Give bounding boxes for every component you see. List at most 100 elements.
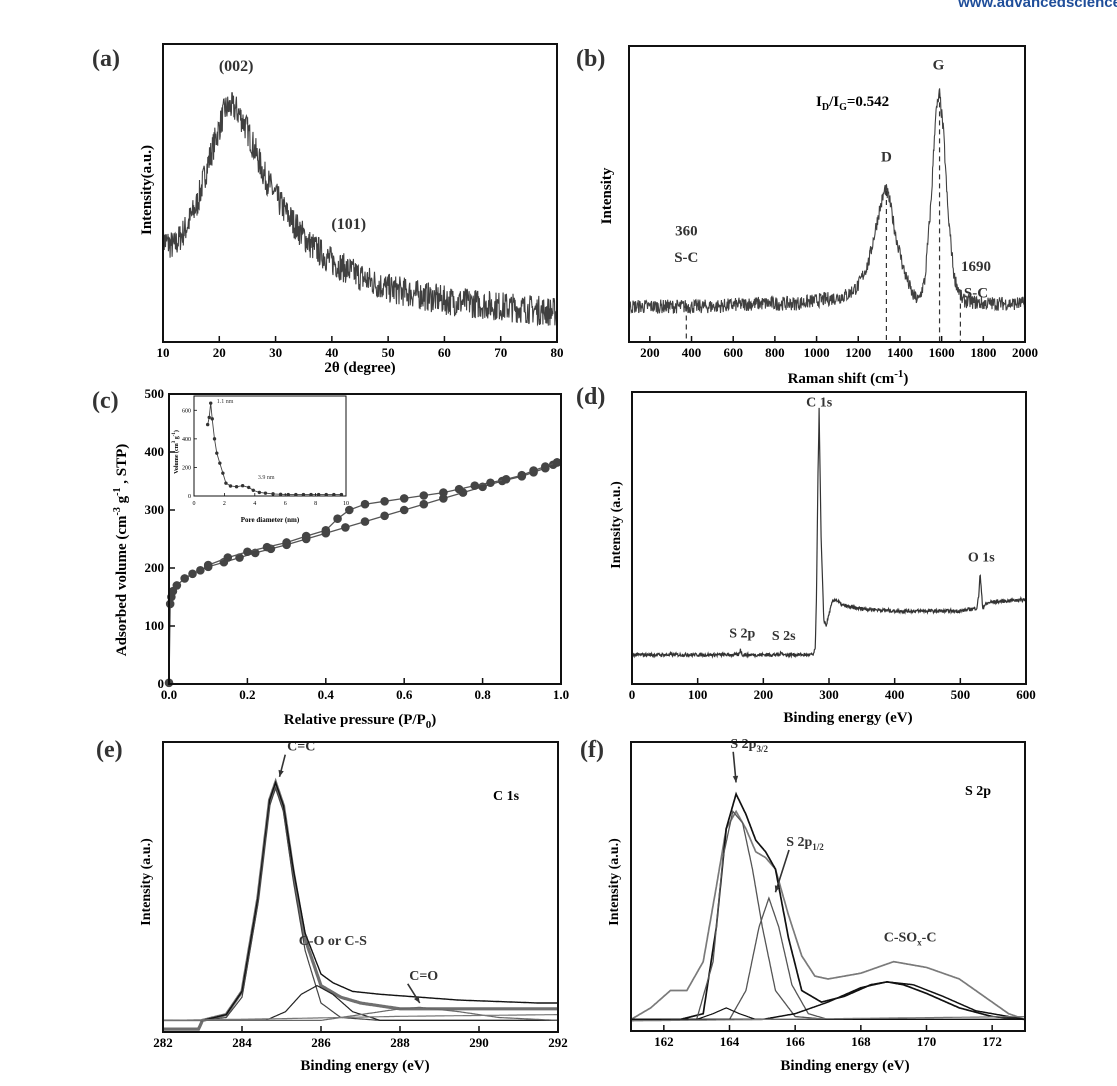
y-tick-label-c: 400 — [145, 444, 165, 459]
inset-x-tick-label: 10 — [343, 501, 349, 507]
y-axis-label-c: Adsorbed volume (cm-3 g-1 , STP) — [112, 444, 130, 657]
x-ticks-b: 200 400 600 800 1000 1200 1400 1600 1800 2000 — [640, 336, 1038, 360]
x-ticks-d: 0 100 200 300 400 500 600 — [629, 678, 1036, 702]
x-tick-label-c: 0.4 — [318, 687, 335, 702]
annotation-b: 1690 — [961, 259, 991, 275]
x-tick-label-a: 70 — [494, 345, 507, 360]
x-ticks-a: 10 20 30 40 50 60 70 80 — [157, 336, 564, 360]
y-tick-label-c: 200 — [145, 560, 165, 575]
inset-data-point — [221, 471, 225, 475]
annotation-d: C 1s — [806, 396, 833, 411]
x-tick-label-d: 200 — [754, 687, 774, 702]
data-point-c-desorption — [282, 538, 291, 547]
annotation-e: C=C — [287, 740, 315, 755]
series-line-e-background — [163, 1014, 558, 1021]
data-point-c-desorption — [243, 547, 252, 557]
data-point-c-desorption — [380, 497, 389, 506]
ratio-label: ID/IG=0.542 — [816, 94, 889, 113]
data-point-c-adsorption — [188, 569, 197, 579]
annotation-d: S 2p — [729, 626, 755, 641]
data-point-c-adsorption — [399, 505, 409, 515]
panel-label-c: (c) — [92, 388, 119, 414]
plot-frame-f — [630, 741, 1026, 1032]
x-tick-label-a: 80 — [551, 345, 564, 360]
x-ticks-f: 162 164 166 168 170 172 — [654, 1025, 1002, 1049]
data-point-c-desorption — [541, 462, 550, 471]
annotation-d: S 2s — [772, 629, 796, 644]
x-tick-label-a: 40 — [325, 345, 338, 360]
data-point-c-desorption — [517, 470, 527, 480]
plot-area-a: (002) (101) — [162, 58, 558, 327]
series-line-e-c-o — [163, 1006, 558, 1021]
x-axis-label-f: Binding energy (eV) — [780, 1058, 909, 1074]
x-tick-label-e: 290 — [469, 1035, 489, 1050]
x-tick-label-e: 284 — [232, 1035, 252, 1050]
series-line-f-minor-component — [631, 1007, 1025, 1020]
annotation-arrowhead-f — [732, 775, 739, 783]
inset-data-point — [257, 490, 262, 495]
inset-annotation: 3.9 nm — [258, 475, 275, 481]
annotation-arrowhead-e — [278, 769, 284, 777]
data-point-c-desorption — [345, 505, 354, 515]
annotation-a: (002) — [219, 58, 254, 75]
inset-data-point — [316, 492, 321, 497]
data-point-c-desorption — [486, 478, 495, 488]
inset-data-point — [207, 415, 211, 420]
inset-data-point — [205, 422, 210, 427]
x-tick-label-d: 500 — [951, 687, 971, 702]
x-tick-label-a: 20 — [213, 345, 226, 360]
panel-e: (e) C=CC-O or C-SC=O 282 284 286 288 290 292 … — [96, 737, 568, 1074]
x-tick-label-d: 600 — [1016, 687, 1036, 702]
y-tick-label-c: 300 — [145, 502, 165, 517]
y-axis-label-b: Intensity — [599, 167, 615, 224]
x-tick-label-b: 400 — [682, 345, 702, 360]
panel-f: (f) S 2p3/2 S 2p1/2 C-SOx-C 162 164 166 168 17… — [580, 737, 1026, 1074]
annotation-a: (101) — [331, 216, 366, 233]
annotation-e: C-O or C-S — [299, 934, 367, 949]
inset-data-point — [212, 437, 217, 441]
inset-y-tick-label: 400 — [182, 437, 191, 443]
inset-annotation: 1.1 nm — [217, 399, 234, 405]
x-tick-label-d: 0 — [629, 687, 636, 702]
series-line-d — [631, 407, 1027, 659]
data-point-c-adsorption — [196, 566, 205, 575]
x-axis-label-c: Relative pressure (P/P0) — [284, 712, 436, 731]
data-point-c-desorption — [203, 560, 213, 570]
series-line-f-s-2p3-2 — [631, 810, 1025, 1021]
x-tick-label-f: 168 — [851, 1034, 871, 1049]
inset-data-point — [209, 401, 213, 405]
x-ticks-e: 282 284 286 288 290 292 — [153, 1026, 568, 1050]
inset-x-axis-label: Pore diameter (nm) — [241, 516, 300, 524]
x-tick-label-b: 1400 — [887, 345, 913, 360]
data-point-c-desorption — [262, 542, 272, 552]
x-axis-label-b: Raman shift (cm-1) — [788, 368, 909, 387]
spectrum-label-e: C 1s — [493, 789, 520, 804]
y-axis-label-d: Intensity (a.u.) — [609, 481, 624, 569]
inset-data-point — [301, 492, 306, 497]
data-point-c-desorption — [301, 531, 311, 541]
data-point-c-desorption — [419, 491, 429, 500]
annotation-b: G — [933, 58, 945, 74]
x-tick-label-b: 600 — [723, 345, 743, 360]
x-tick-label-e: 288 — [390, 1035, 410, 1050]
series-line-a — [162, 92, 558, 327]
inset-y-tick-label: 0 — [188, 494, 191, 500]
inset-frame — [193, 395, 347, 497]
annotation-arrow-f — [774, 849, 790, 893]
series-line-f-experimental — [630, 809, 1026, 1021]
plot-frame-a — [162, 43, 558, 343]
y-axis-label-f: Intensity (a.u.) — [607, 838, 622, 926]
inset-data-point — [240, 484, 245, 488]
panel-label-b: (b) — [576, 46, 605, 72]
data-point-c-desorption — [439, 488, 448, 497]
data-point-c-desorption — [399, 494, 409, 503]
inset-data-point — [224, 481, 228, 485]
series-line-f-background — [631, 1015, 1026, 1022]
plot-frame-c — [168, 393, 562, 685]
data-point-c-adsorption — [180, 574, 189, 583]
plot-area-d: C 1s O 1s S 2p S 2s — [631, 396, 1027, 659]
inset-x-tick-label: 6 — [284, 501, 287, 507]
x-tick-label-a: 50 — [382, 345, 395, 360]
inset-data-point — [234, 485, 239, 489]
